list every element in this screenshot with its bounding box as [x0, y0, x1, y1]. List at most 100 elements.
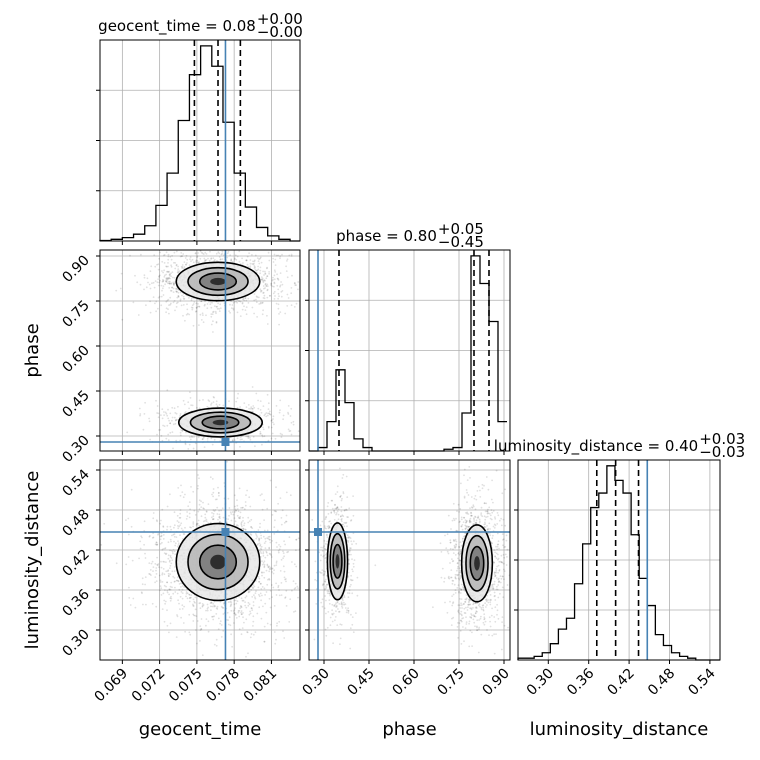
sample-point — [161, 417, 164, 420]
sample-point — [190, 596, 192, 599]
sample-point — [270, 283, 272, 285]
sample-point — [325, 527, 327, 530]
sample-point — [189, 436, 191, 438]
sample-point — [269, 553, 272, 555]
sample-point — [245, 618, 248, 621]
sample-point — [283, 637, 286, 639]
sample-point — [176, 592, 179, 595]
sample-point — [157, 533, 159, 536]
sample-point — [258, 540, 260, 542]
sample-point — [351, 558, 353, 561]
sample-point — [281, 433, 283, 436]
sample-point — [160, 534, 163, 537]
sample-point — [174, 544, 177, 547]
sample-point — [248, 520, 251, 522]
sample-point — [347, 540, 350, 542]
sample-point — [143, 520, 146, 523]
sample-point — [220, 624, 223, 626]
sample-point — [247, 591, 250, 594]
sample-point — [132, 597, 135, 600]
sample-point — [271, 279, 274, 282]
sample-point — [202, 399, 204, 401]
sample-point — [268, 410, 271, 413]
sample-point — [262, 292, 264, 294]
sample-point — [337, 518, 340, 521]
sample-point — [252, 625, 254, 627]
sample-point — [349, 549, 351, 552]
sample-point — [234, 614, 237, 616]
sample-point — [262, 551, 265, 553]
sample-point — [149, 438, 152, 441]
sample-point — [271, 571, 274, 573]
sample-point — [203, 257, 206, 260]
sample-point — [350, 553, 352, 556]
sample-point — [262, 535, 265, 538]
sample-point — [329, 621, 331, 623]
sample-point — [328, 527, 330, 529]
sample-point — [249, 610, 252, 613]
sample-point — [327, 611, 330, 613]
sample-point — [293, 611, 295, 613]
sample-point — [222, 516, 225, 519]
sample-point — [463, 496, 466, 499]
sample-point — [259, 543, 262, 546]
sample-point — [263, 294, 266, 297]
sample-point — [462, 587, 465, 590]
sample-point — [166, 279, 168, 282]
sample-point — [218, 403, 221, 406]
sample-point — [167, 262, 169, 264]
sample-point — [335, 513, 337, 516]
sample-point — [215, 638, 218, 641]
sample-point — [198, 508, 201, 511]
sample-point — [315, 603, 318, 605]
sample-point — [177, 265, 180, 268]
sample-point — [265, 277, 268, 280]
sample-point — [502, 596, 505, 599]
sample-point — [210, 404, 212, 406]
sample-point — [187, 401, 190, 404]
sample-point — [163, 414, 166, 416]
sample-point — [199, 313, 202, 316]
sample-point — [322, 574, 325, 576]
sample-point — [211, 443, 214, 446]
sample-point — [192, 598, 195, 601]
sample-point — [236, 508, 239, 510]
sample-point — [173, 284, 175, 286]
sample-point — [339, 623, 342, 626]
sample-point — [226, 460, 228, 463]
sample-point — [176, 579, 179, 582]
sample-point — [471, 645, 473, 647]
sample-point — [269, 413, 272, 416]
sample-point — [280, 582, 283, 584]
sample-point — [323, 540, 326, 542]
sample-point — [198, 399, 201, 402]
sample-point — [261, 493, 263, 495]
sample-point — [273, 526, 276, 528]
sample-point — [345, 475, 348, 478]
sample-point — [184, 526, 186, 529]
sample-point — [140, 591, 143, 594]
sample-point — [263, 414, 266, 417]
sample-point — [335, 605, 338, 608]
sample-point — [219, 258, 222, 261]
sample-point — [156, 281, 159, 284]
y-tick-label: 0.45 — [59, 388, 92, 421]
sample-point — [262, 297, 265, 299]
sample-point — [457, 577, 460, 580]
sample-point — [344, 667, 346, 669]
sample-point — [242, 506, 244, 509]
sample-point — [348, 550, 351, 553]
sample-point — [273, 631, 276, 633]
sample-point — [255, 301, 258, 304]
sample-point — [208, 400, 211, 403]
sample-point — [341, 518, 343, 520]
sample-point — [169, 493, 171, 496]
sample-point — [190, 486, 192, 488]
sample-point — [189, 526, 191, 528]
sample-point — [260, 411, 263, 414]
sample-point — [172, 552, 174, 555]
sample-point — [325, 543, 327, 545]
sample-point — [175, 306, 178, 308]
sample-point — [249, 262, 252, 265]
